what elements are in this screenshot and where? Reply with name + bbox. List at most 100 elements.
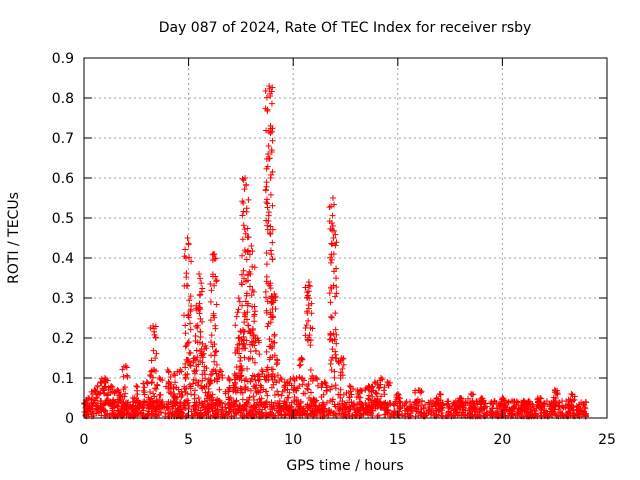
data-point <box>331 374 338 381</box>
data-point <box>551 387 558 393</box>
data-point <box>310 403 317 410</box>
data-point <box>197 407 204 414</box>
data-point <box>384 409 391 416</box>
data-point <box>267 92 274 99</box>
data-point <box>236 402 243 409</box>
data-point <box>174 400 181 407</box>
y-tick-label: 0.3 <box>52 291 74 307</box>
data-point <box>191 368 198 375</box>
data-point <box>244 234 251 241</box>
data-point <box>212 325 219 332</box>
data-point <box>247 329 254 336</box>
data-point <box>335 405 342 412</box>
data-point <box>123 372 130 379</box>
data-point <box>308 389 315 396</box>
data-point <box>252 347 259 354</box>
data-point <box>341 404 348 411</box>
data-point <box>195 304 202 311</box>
data-point <box>371 379 378 385</box>
data-point <box>252 408 259 415</box>
y-tick-label: 0.2 <box>52 331 74 347</box>
data-point <box>193 347 200 354</box>
data-point <box>265 150 272 157</box>
data-point <box>232 322 239 329</box>
data-point <box>216 386 223 393</box>
data-point <box>207 280 214 287</box>
data-point <box>396 398 403 405</box>
data-point <box>219 372 226 379</box>
data-point <box>165 378 172 385</box>
data-point <box>267 319 274 326</box>
data-point <box>177 367 184 373</box>
data-point <box>123 404 130 411</box>
data-point <box>376 401 383 408</box>
data-point <box>404 408 411 415</box>
data-point <box>254 399 261 406</box>
data-point <box>194 354 201 361</box>
data-point <box>415 387 422 393</box>
data-point <box>532 411 539 418</box>
data-point <box>244 290 250 297</box>
data-point <box>302 284 309 291</box>
data-point <box>328 313 335 320</box>
data-point <box>248 243 255 249</box>
data-point <box>290 375 297 381</box>
data-point <box>169 403 176 410</box>
data-point <box>540 401 547 408</box>
data-point <box>375 412 382 419</box>
data-point <box>268 147 275 154</box>
data-point <box>333 283 340 290</box>
data-point <box>246 394 253 401</box>
data-point <box>231 384 238 391</box>
data-point <box>395 391 402 398</box>
data-point <box>186 254 193 261</box>
data-point <box>269 256 276 263</box>
data-point <box>325 411 332 418</box>
data-point <box>156 401 163 408</box>
data-point <box>413 404 420 411</box>
data-point <box>97 379 104 385</box>
data-point <box>185 312 192 319</box>
data-point <box>314 407 321 414</box>
data-point <box>523 410 530 417</box>
data-point <box>267 122 274 129</box>
data-point <box>288 403 295 410</box>
data-point <box>257 389 264 396</box>
data-point <box>373 390 380 397</box>
data-point <box>274 388 281 395</box>
data-point <box>128 412 135 419</box>
data-point <box>244 225 251 232</box>
x-tick-label: 5 <box>184 432 193 448</box>
data-point <box>245 300 252 307</box>
data-point <box>331 401 338 408</box>
data-point <box>254 388 261 395</box>
data-point <box>153 386 160 393</box>
data-point <box>186 297 193 304</box>
data-point <box>213 277 220 284</box>
data-point <box>141 389 148 396</box>
data-point <box>492 411 499 418</box>
data-point <box>242 311 249 318</box>
data-point <box>243 337 250 344</box>
data-point <box>213 361 220 368</box>
data-point <box>329 396 336 403</box>
data-point <box>120 399 127 406</box>
data-point <box>327 284 334 291</box>
data-point <box>360 410 367 417</box>
data-point <box>273 379 280 386</box>
data-point <box>143 379 150 385</box>
data-point <box>374 395 381 402</box>
data-point <box>269 313 276 320</box>
data-point <box>268 384 275 391</box>
data-point <box>237 358 244 365</box>
data-point <box>194 322 201 329</box>
data-point <box>422 401 429 408</box>
data-point <box>103 410 110 417</box>
data-point <box>233 364 240 371</box>
data-point <box>154 406 161 413</box>
data-point <box>150 347 157 354</box>
data-point <box>207 298 214 305</box>
data-point <box>197 315 204 322</box>
data-point <box>497 401 504 408</box>
data-point <box>370 402 377 409</box>
